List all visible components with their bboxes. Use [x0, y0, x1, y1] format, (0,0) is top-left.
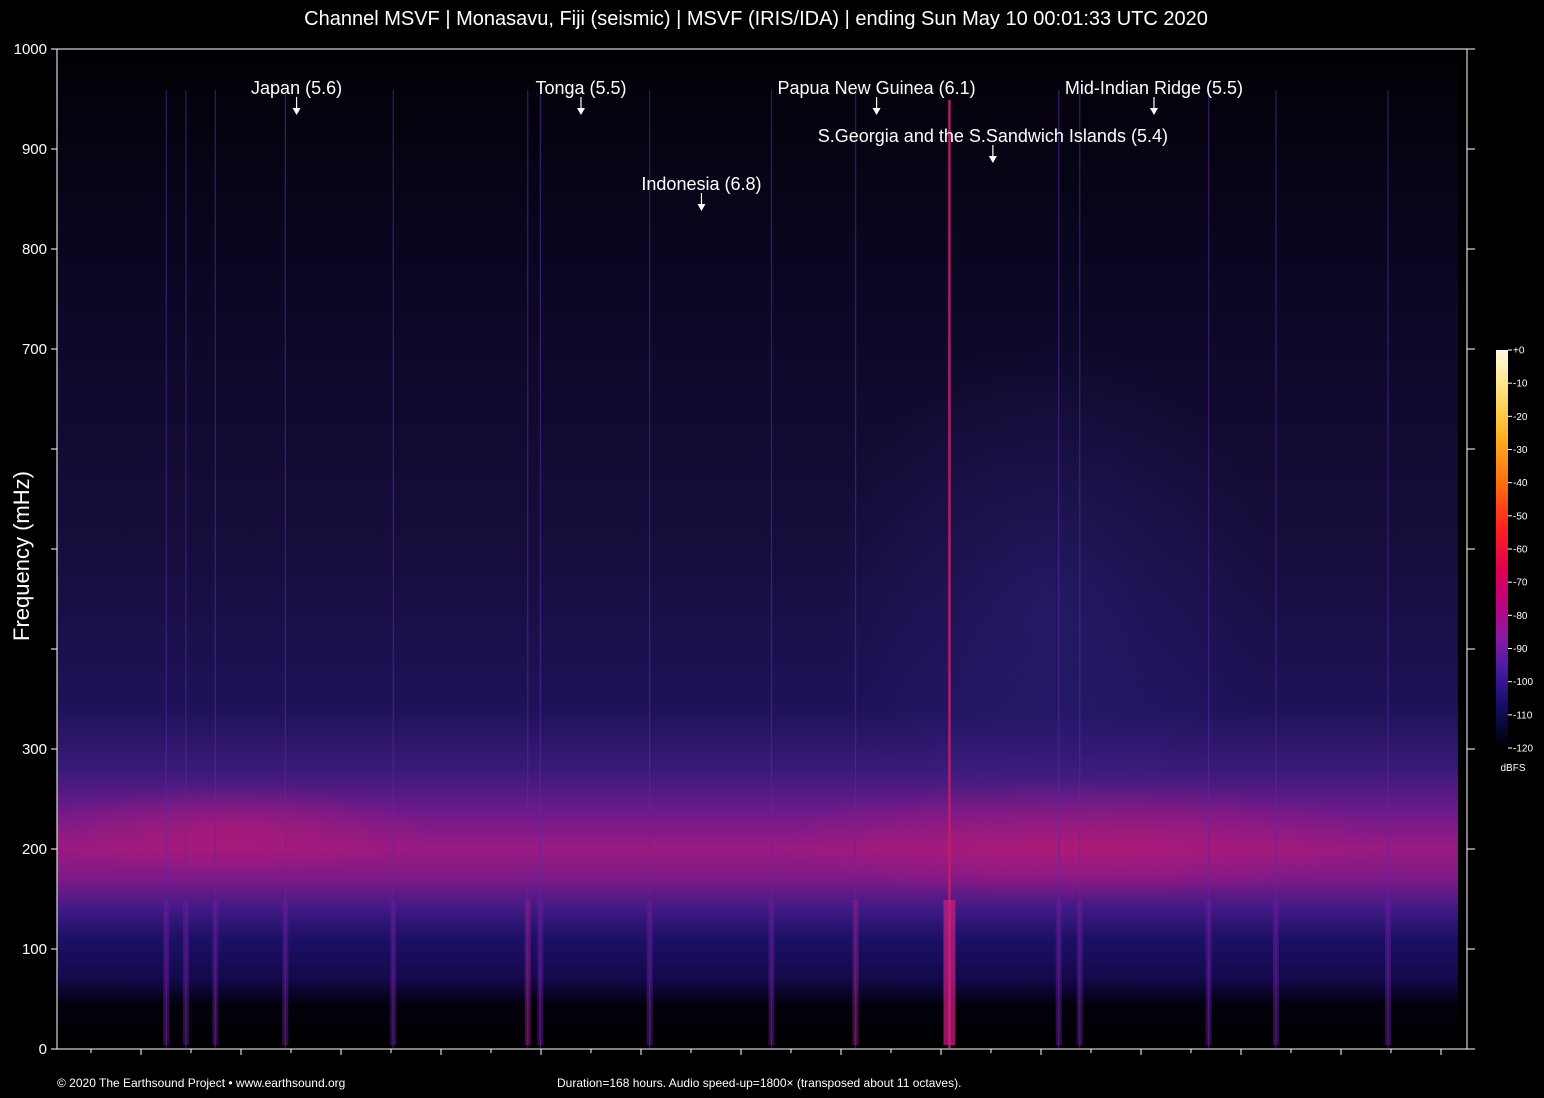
axes: 0 100 200 300 700 800 900 1000 — [14, 41, 1475, 1058]
colorbar-tick-label: +0 — [1513, 346, 1525, 357]
event-low-freq-burst — [390, 900, 397, 1045]
colorbar-tick-label: -80 — [1513, 611, 1528, 622]
y-tick-label: 0 — [39, 1041, 47, 1058]
event-low-freq-burst — [212, 900, 219, 1045]
earthquake-annotations: Japan (5.6) Tonga (5.5) Papua New Guinea (… — [251, 78, 1243, 211]
event-low-freq-burst — [943, 900, 956, 1045]
annotation-label: Japan (5.6) — [251, 78, 342, 98]
event-low-freq-burst — [1076, 900, 1083, 1045]
event-low-freq-burst — [1272, 900, 1279, 1045]
colorbar-tick-label: -100 — [1513, 677, 1533, 688]
colorbar-unit-label: dBFS — [1500, 763, 1525, 774]
duration-info-text: Duration=168 hours. Audio speed-up=1800×… — [557, 1076, 962, 1090]
event-low-freq-burst — [282, 900, 289, 1045]
event-low-freq-burst — [646, 900, 653, 1045]
y-tick-label: 200 — [22, 841, 47, 858]
y-tick-label: 300 — [22, 741, 47, 758]
annotation-label: Indonesia (6.8) — [641, 174, 761, 194]
event-streaks — [163, 90, 1391, 1048]
annotation-arrow-head — [1149, 108, 1158, 115]
colorbar-tick-label: -40 — [1513, 478, 1528, 489]
colorbar-tick-label: -10 — [1513, 379, 1528, 390]
colorbar-tick-label: -70 — [1513, 578, 1528, 589]
annotation-arrow-head — [576, 108, 585, 115]
event-low-freq-burst — [1205, 900, 1212, 1045]
annotation-label: S.Georgia and the S.Sandwich Islands (5.… — [818, 126, 1168, 146]
y-tick-label: 700 — [22, 341, 47, 358]
event-low-freq-burst — [182, 900, 189, 1045]
event-low-freq-burst — [768, 900, 775, 1045]
colorbar-tick-label: -20 — [1513, 412, 1528, 423]
y-tick-label: 100 — [22, 941, 47, 958]
noise-plume — [830, 340, 1270, 860]
y-tick-label: 1000 — [14, 41, 47, 58]
y-tick-label: 900 — [22, 141, 47, 158]
event-low-freq-burst — [1055, 900, 1062, 1045]
event-low-freq-burst — [1384, 900, 1391, 1045]
event-low-freq-burst — [852, 900, 859, 1045]
colorbar-tick-label: -110 — [1513, 710, 1533, 721]
colorbar: +0 -10 -20 -30 -40 -50 -60 -70 -80 -90 -100 -110 -12… — [1496, 346, 1533, 774]
annotation-arrow-head — [872, 108, 881, 115]
annotation-arrow-head — [292, 108, 301, 115]
copyright-text: © 2020 The Earthsound Project • www.eart… — [57, 1076, 346, 1090]
event-low-freq-burst — [163, 900, 170, 1045]
colorbar-tick-label: -120 — [1513, 744, 1533, 755]
colorbar-tick-label: -30 — [1513, 445, 1528, 456]
annotation-arrow-head — [697, 204, 706, 211]
colorbar-tick-label: -60 — [1513, 545, 1528, 556]
annotation-label: Tonga (5.5) — [535, 78, 626, 98]
colorbar-tick-label: -50 — [1513, 511, 1528, 522]
colorbar-gradient — [1496, 350, 1508, 748]
annotation-arrow-head — [988, 156, 997, 163]
colorbar-tick-label: -90 — [1513, 644, 1528, 655]
y-tick-label: 800 — [22, 241, 47, 258]
event-low-freq-burst — [537, 900, 544, 1045]
noise-hotspot — [57, 785, 430, 875]
chart-title: Channel MSVF | Monasavu, Fiji (seismic) … — [304, 8, 1208, 30]
annotation-label: Papua New Guinea (6.1) — [778, 78, 976, 98]
annotation-label: Mid-Indian Ridge (5.5) — [1065, 78, 1243, 98]
event-low-freq-burst — [524, 900, 531, 1045]
